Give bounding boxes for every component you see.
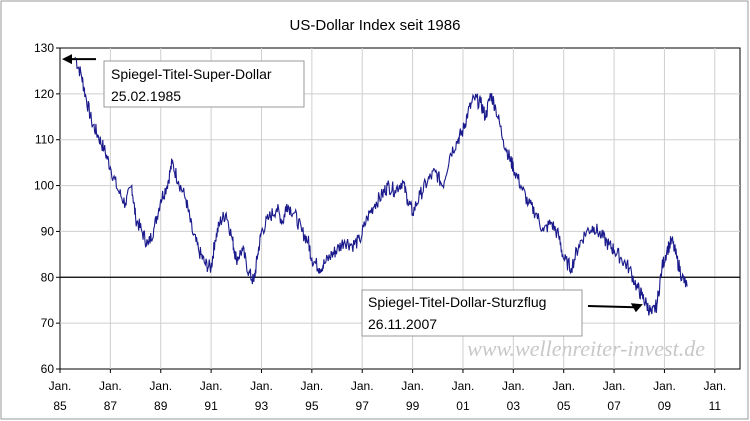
- annotation-text-sturzflug: Spiegel-Titel-Dollar-Sturzflug: [368, 294, 546, 310]
- x-tick-label-year: 89: [154, 399, 168, 413]
- y-tick-label: 120: [34, 87, 54, 101]
- x-tick-label-year: 97: [356, 399, 370, 413]
- y-tick-label: 90: [41, 224, 55, 238]
- x-tick-label-month: Jan.: [250, 379, 273, 393]
- x-tick-label-year: 99: [406, 399, 420, 413]
- x-tick-label-month: Jan.: [452, 379, 475, 393]
- y-tick-label: 70: [41, 316, 55, 330]
- x-tick-label-month: Jan.: [49, 379, 72, 393]
- x-tick-label-year: 01: [456, 399, 470, 413]
- x-tick-label-year: 93: [255, 399, 269, 413]
- y-tick-label: 100: [34, 179, 54, 193]
- x-tick-label-year: 03: [507, 399, 521, 413]
- x-tick-label-month: Jan.: [351, 379, 374, 393]
- chart-title: US-Dollar Index seit 1986: [290, 17, 461, 34]
- series-line: [74, 57, 688, 316]
- x-tick-label-year: 05: [557, 399, 571, 413]
- x-tick-label-month: Jan.: [703, 379, 726, 393]
- annotation-text-sturzflug: 26.11.2007: [368, 316, 437, 332]
- x-tick-label-month: Jan.: [502, 379, 525, 393]
- x-tick-label-year: 11: [709, 399, 722, 413]
- x-tick-label-year: 07: [607, 399, 621, 413]
- x-tick-label-month: Jan.: [149, 379, 172, 393]
- x-tick-label-month: Jan.: [99, 379, 122, 393]
- x-tick-label-month: Jan.: [401, 379, 424, 393]
- x-tick-label-month: Jan.: [653, 379, 676, 393]
- x-tick-label-month: Jan.: [301, 379, 324, 393]
- x-tick-label-year: 91: [204, 399, 218, 413]
- y-tick-label: 130: [34, 41, 54, 55]
- x-tick-label-year: 09: [658, 399, 672, 413]
- y-tick-label: 60: [41, 362, 55, 376]
- y-tick-label: 80: [41, 270, 55, 284]
- x-tick-label-year: 95: [305, 399, 319, 413]
- x-tick-label-year: 87: [104, 399, 118, 413]
- annotation-box-sturzflug: [361, 289, 583, 337]
- x-tick-label-month: Jan.: [552, 379, 575, 393]
- y-tick-label: 110: [35, 133, 54, 147]
- x-tick-label-month: Jan.: [200, 379, 223, 393]
- annotation-arrowhead-sturzflug: [630, 303, 643, 313]
- x-tick-label-year: 85: [53, 399, 67, 413]
- x-tick-label-month: Jan.: [603, 379, 626, 393]
- annotation-box-super-dollar: [103, 60, 305, 108]
- annotation-arrowhead-super-dollar: [62, 54, 72, 65]
- annotation-arrow-sturzflug: [587, 305, 635, 309]
- annotation-text-super-dollar: 25.02.1985: [111, 88, 181, 104]
- annotation-text-super-dollar: Spiegel-Titel-Super-Dollar: [111, 66, 272, 82]
- watermark: www.wellenreiter-invest.de: [467, 336, 705, 361]
